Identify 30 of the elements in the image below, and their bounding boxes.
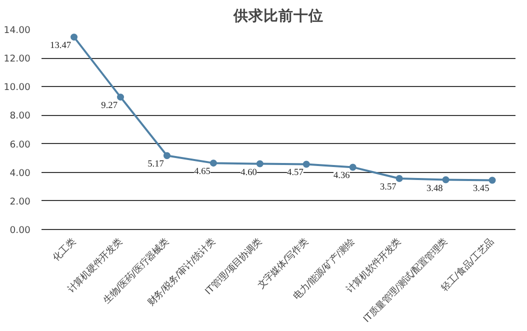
- point: [488, 176, 496, 184]
- point: [442, 176, 450, 184]
- point: [302, 160, 310, 168]
- data-label: 5.17: [148, 160, 164, 170]
- point: [163, 152, 170, 160]
- point: [70, 34, 78, 41]
- point: [210, 160, 217, 167]
- y-tick-label: 10.00: [4, 82, 31, 94]
- data-label: 9.27: [101, 101, 118, 112]
- point: [396, 175, 403, 182]
- y-tick-label: 14.00: [4, 25, 31, 36]
- data-label: 3.48: [426, 184, 444, 194]
- point: [349, 164, 356, 171]
- y-tick-label: 8.00: [10, 110, 31, 122]
- data-label: 13.47: [50, 41, 72, 52]
- data-label: 3.45: [472, 184, 490, 194]
- y-tick-label: 0.00: [10, 225, 31, 236]
- data-label: 4.65: [194, 167, 211, 178]
- y-tick-label: 2.00: [10, 196, 31, 208]
- data-label: 4.57: [287, 168, 304, 178]
- point: [256, 160, 264, 168]
- y-tick-label: 6.00: [10, 139, 31, 150]
- y-tick-label: 12.00: [4, 54, 31, 65]
- chart-title: 供求比前十位: [232, 8, 324, 24]
- x-tick-label: 化工类: [51, 236, 78, 264]
- y-tick-label: 4.00: [10, 168, 31, 179]
- data-label: 4.36: [334, 171, 350, 182]
- data-label: 3.57: [380, 182, 397, 192]
- data-label: 4.60: [240, 168, 258, 178]
- point: [117, 94, 124, 101]
